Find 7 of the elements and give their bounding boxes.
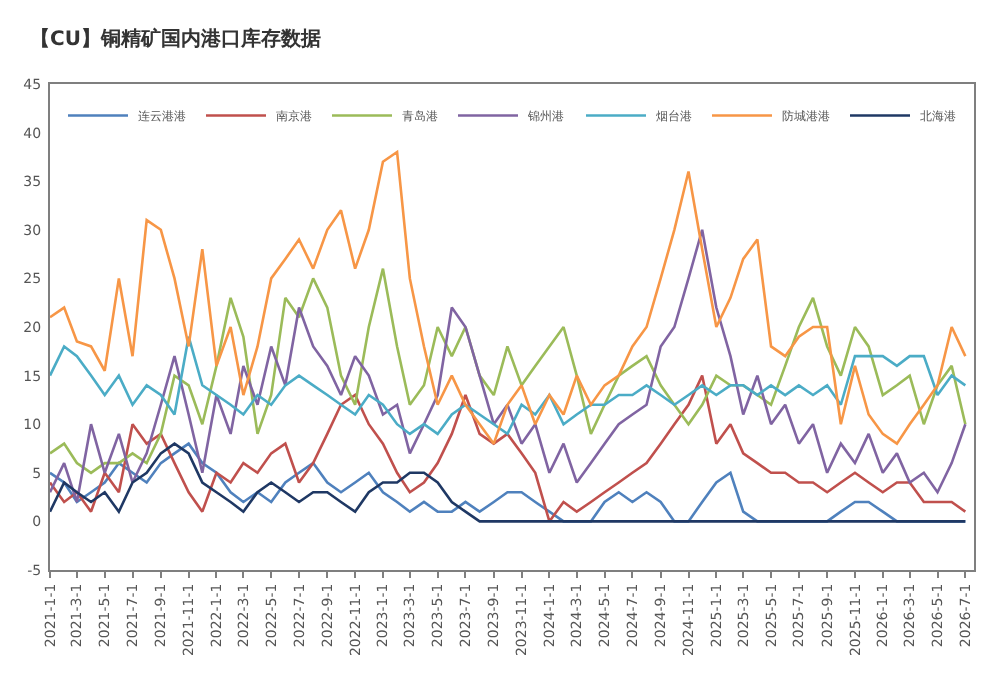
line-series (50, 228, 967, 504)
chart-title: 【CU】铜精矿国内港口库存数据 (30, 26, 321, 51)
line-series (50, 150, 967, 445)
line-series (50, 335, 967, 436)
line-series (50, 374, 967, 523)
line-series (50, 267, 967, 475)
line-series (50, 442, 967, 523)
